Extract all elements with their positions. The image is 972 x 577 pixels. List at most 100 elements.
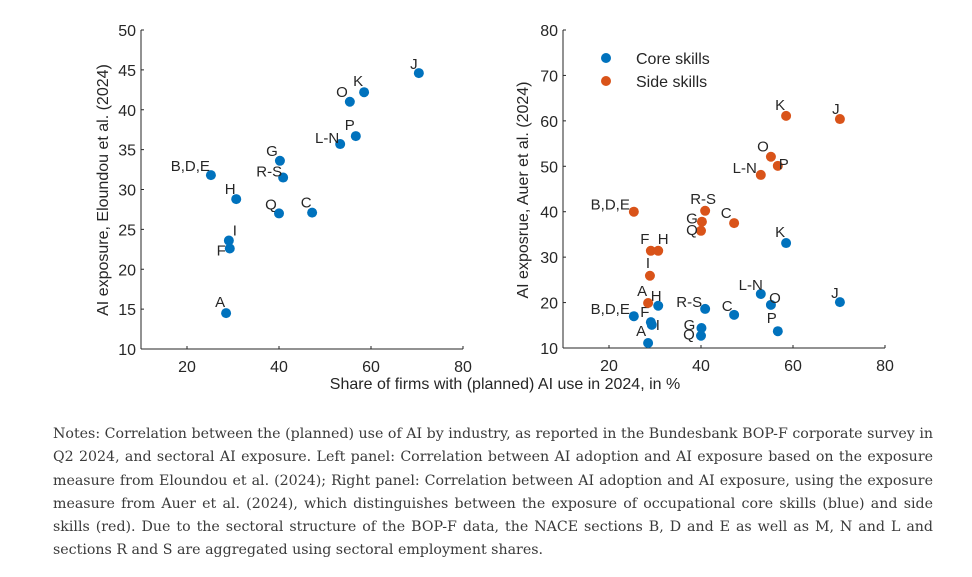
y-tick-label: 35 xyxy=(118,143,136,160)
legend-entry: Core skills xyxy=(636,51,710,68)
point-label: J xyxy=(410,56,418,73)
y-axis-label: AI exposrue, Auer et al. (2024) xyxy=(515,81,532,298)
data-point xyxy=(755,288,766,299)
data-point xyxy=(643,338,654,349)
point-label: K xyxy=(775,97,785,114)
point-label: J xyxy=(831,285,839,302)
point-label: O xyxy=(769,290,781,307)
data-point xyxy=(205,170,216,181)
data-point xyxy=(335,139,346,150)
figure-notes: Notes: Correlation between the (planned)… xyxy=(53,426,933,559)
point-label: H xyxy=(658,231,669,248)
point-label: B,D,E xyxy=(591,301,630,318)
x-tick-label: 60 xyxy=(784,358,802,375)
data-point xyxy=(696,216,707,227)
legend-marker xyxy=(601,76,611,86)
point-label: R-S xyxy=(676,294,702,311)
point-label: J xyxy=(832,101,840,118)
y-tick-label: 40 xyxy=(540,205,558,222)
point-label: H xyxy=(225,181,236,198)
point-label: A xyxy=(637,283,647,300)
x-tick-label: 80 xyxy=(454,359,472,376)
point-label: F xyxy=(640,304,649,321)
data-point xyxy=(700,205,711,216)
data-point xyxy=(765,151,776,162)
data-point xyxy=(700,303,711,314)
x-tick-label: 40 xyxy=(692,358,710,375)
point-label: Q xyxy=(683,327,695,344)
point-label: Q xyxy=(686,222,698,239)
x-tick-label: 80 xyxy=(876,358,894,375)
data-point xyxy=(781,238,792,249)
y-tick-label: 20 xyxy=(118,262,136,279)
data-point xyxy=(834,114,845,125)
y-tick-label: 30 xyxy=(540,250,558,267)
y-tick-label: 60 xyxy=(540,114,558,131)
data-point xyxy=(350,131,361,142)
y-tick-label: 10 xyxy=(540,341,558,358)
point-label: L-N xyxy=(315,130,339,147)
data-point xyxy=(696,225,706,236)
point-label: I xyxy=(656,317,660,334)
data-point xyxy=(224,243,235,254)
point-label: P xyxy=(779,156,789,173)
data-point xyxy=(646,319,657,330)
data-point xyxy=(628,311,639,322)
y-tick-label: 45 xyxy=(118,63,136,80)
y-tick-label: 30 xyxy=(118,183,136,200)
point-label: O xyxy=(336,84,348,101)
data-point xyxy=(643,298,654,309)
data-point xyxy=(274,155,285,166)
y-tick-label: 15 xyxy=(118,302,136,319)
data-point xyxy=(221,308,232,319)
point-label: Q xyxy=(265,196,277,213)
data-point xyxy=(223,235,234,246)
data-point xyxy=(413,68,424,79)
point-label: C xyxy=(301,195,312,212)
point-label: L-N xyxy=(733,160,757,177)
right-panel: 20 40 60 80 10 20 30 40 50 60 70 80 AI exposrue, Aue… xyxy=(515,23,894,375)
data-point xyxy=(781,110,792,121)
data-point xyxy=(755,169,766,180)
data-point xyxy=(834,297,845,308)
data-point xyxy=(729,218,740,229)
left-panel: 20 40 60 80 10 15 20 25 30 35 40 45 50 AI exposure, E… xyxy=(95,23,472,376)
data-point xyxy=(772,160,783,171)
legend-marker xyxy=(601,53,611,63)
data-point xyxy=(278,172,289,183)
data-point xyxy=(359,87,370,98)
data-point xyxy=(729,309,740,320)
point-label: F xyxy=(217,243,226,260)
point-label: K xyxy=(353,73,363,90)
point-label: F xyxy=(640,231,649,248)
y-axis-label: AI exposure, Eloundou et al. (2024) xyxy=(95,64,112,316)
point-label: P xyxy=(345,117,355,134)
y-tick-label: 25 xyxy=(118,222,136,239)
point-label: R-S xyxy=(690,191,716,208)
point-label: H xyxy=(651,288,662,305)
point-label: G xyxy=(686,211,698,228)
data-point xyxy=(653,245,664,256)
legend-entry: Side skills xyxy=(636,74,707,91)
x-tick-label: 60 xyxy=(362,359,380,376)
legend: Core skills Side skills xyxy=(601,51,710,91)
point-label: R-S xyxy=(256,164,282,181)
point-label: A xyxy=(215,294,225,311)
point-label: G xyxy=(266,143,278,160)
point-label: O xyxy=(757,139,769,156)
y-tick-label: 40 xyxy=(118,103,136,120)
point-label: K xyxy=(775,224,785,241)
point-label: I xyxy=(646,255,650,272)
y-tick-label: 10 xyxy=(118,342,136,359)
point-label: P xyxy=(767,310,777,327)
point-label: B,D,E xyxy=(171,158,210,175)
figure: 20 40 60 80 10 15 20 25 30 35 40 45 50 AI exposure, E… xyxy=(95,23,894,393)
point-label: B,D,E xyxy=(591,197,630,214)
point-label: C xyxy=(721,205,732,222)
y-tick-label: 50 xyxy=(540,159,558,176)
point-label: G xyxy=(684,317,696,334)
data-point xyxy=(765,299,776,310)
y-tick-label: 50 xyxy=(118,23,136,40)
data-point xyxy=(696,330,706,341)
point-label: C xyxy=(722,298,733,315)
